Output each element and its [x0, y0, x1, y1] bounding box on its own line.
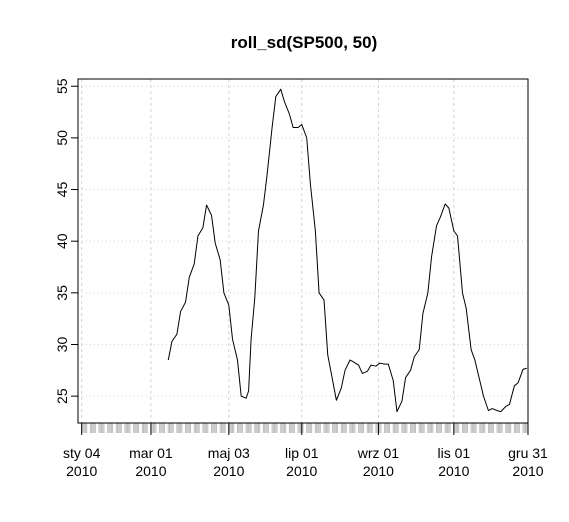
x-tick-label: wrz 01 — [357, 445, 399, 461]
y-tick-label: 45 — [54, 182, 70, 198]
date-tick-band — [81, 423, 529, 433]
x-tick-label: maj 03 — [208, 445, 250, 461]
y-tick-label: 50 — [54, 130, 70, 146]
x-axis: sty 04 2010 mar 01 2010 maj 03 2010 lip 01 2010… — [63, 423, 548, 479]
x-tick-label-year: 2010 — [135, 463, 166, 479]
x-tick-label: lip 01 — [285, 445, 319, 461]
series-layer — [167, 88, 527, 413]
y-tick-label: 25 — [54, 388, 70, 404]
y-tick-label: 35 — [54, 285, 70, 301]
x-tick-label-year: 2010 — [213, 463, 244, 479]
y-tick-label: 55 — [54, 78, 70, 94]
y-tick-label: 30 — [54, 336, 70, 352]
y-tick-label: 40 — [54, 233, 70, 249]
y-axis: 25 30 35 40 45 50 55 — [54, 78, 78, 404]
x-tick-label: lis 01 — [437, 445, 470, 461]
series-line — [167, 88, 527, 413]
x-tick-label-year: 2010 — [286, 463, 317, 479]
x-tick-label-year: 2010 — [512, 463, 543, 479]
x-tick-label-year: 2010 — [363, 463, 394, 479]
x-tick-label-year: 2010 — [438, 463, 469, 479]
x-tick-label: mar 01 — [129, 445, 173, 461]
grid — [78, 79, 529, 423]
x-tick-label-year: 2010 — [66, 463, 97, 479]
x-tick-label: gru 31 — [508, 445, 548, 461]
chart-title: roll_sd(SP500, 50) — [231, 33, 377, 52]
plot-frame — [77, 78, 529, 424]
x-tick-label: sty 04 — [63, 445, 101, 461]
